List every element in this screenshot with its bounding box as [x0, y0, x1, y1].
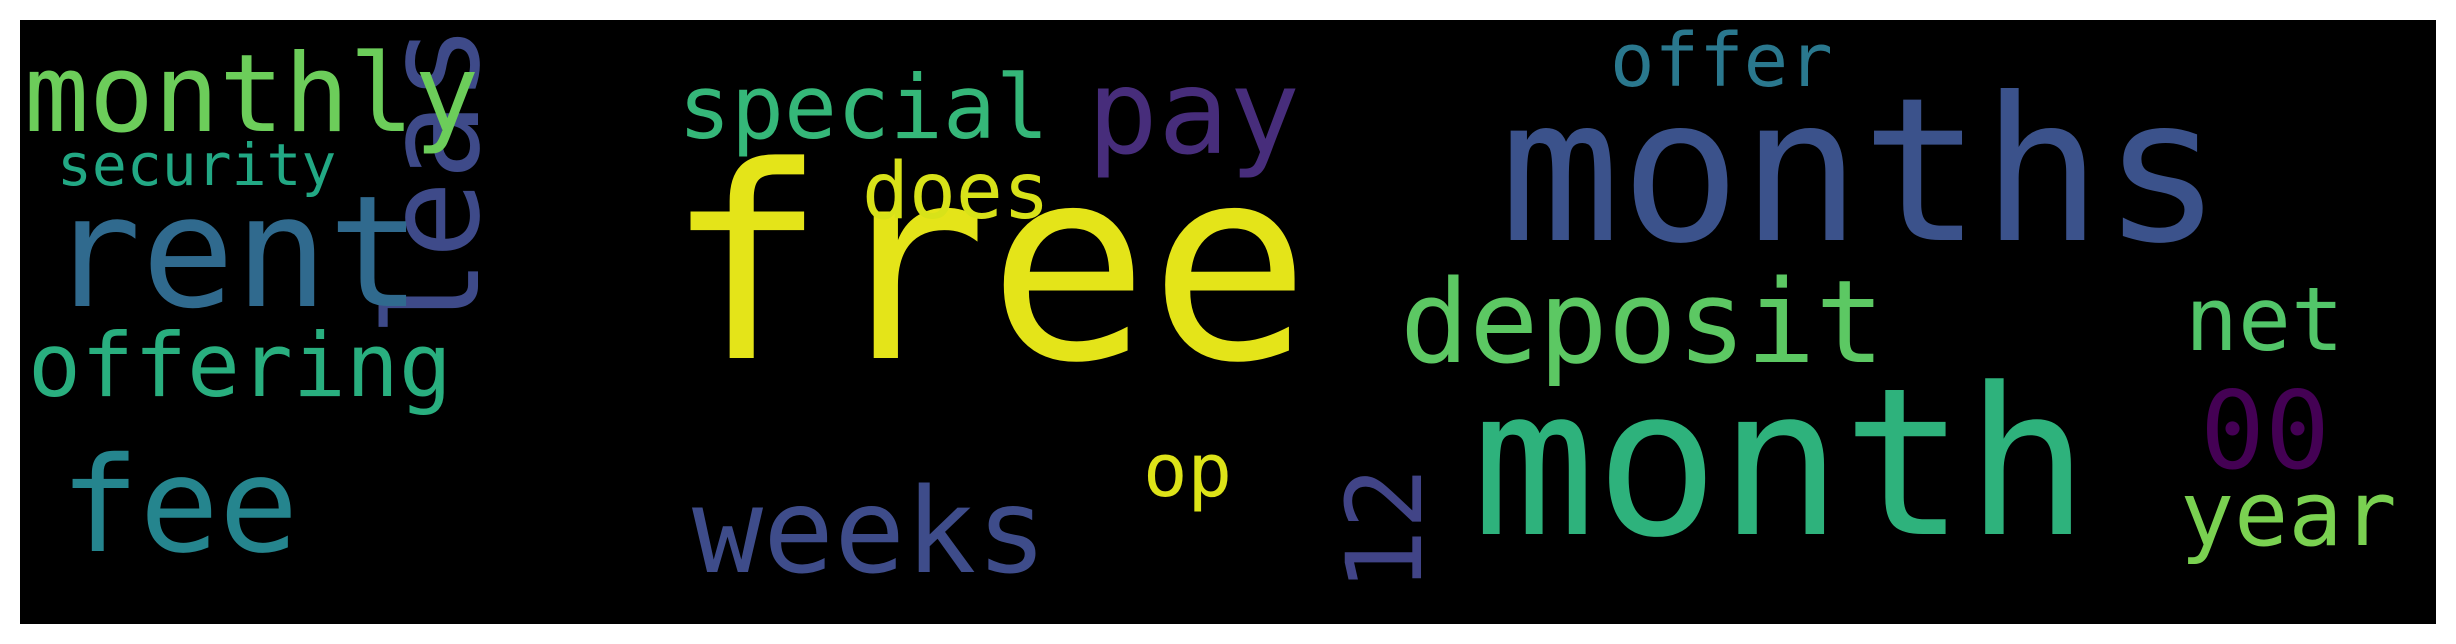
word-weeks: weeks [692, 462, 1048, 600]
word-offer: offer [1610, 20, 1833, 104]
word-does: does [862, 147, 1050, 237]
word-special: special [678, 56, 1049, 159]
word-op: op [1143, 428, 1233, 514]
word-pay: pay [1087, 43, 1301, 181]
word-monthly: monthly [24, 32, 480, 157]
word-12: 12 [1324, 466, 1446, 592]
word-cloud: free months month lease rent deposit fee… [20, 20, 2436, 624]
word-fee: fee [60, 429, 299, 583]
word-month: month [1472, 345, 2090, 583]
word-net: net [2185, 268, 2344, 371]
word-offering: offering [28, 314, 452, 417]
word-free: free [665, 110, 1311, 422]
word-00: 00 [2200, 369, 2331, 494]
word-rent: rent [48, 162, 422, 343]
word-year: year [2180, 462, 2397, 567]
word-deposit: deposit [1400, 256, 1885, 390]
word-months: months [1500, 55, 2223, 288]
word-security: security [57, 131, 337, 199]
